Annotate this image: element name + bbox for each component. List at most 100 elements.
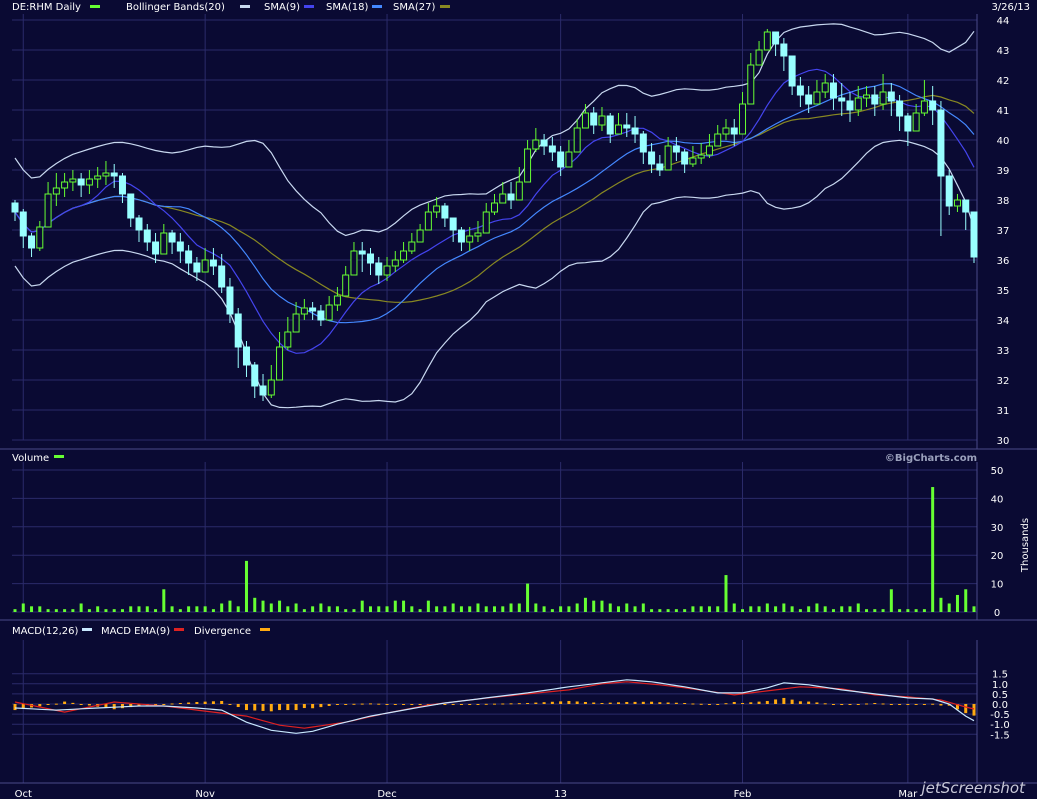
divergence-bar bbox=[71, 702, 75, 704]
divergence-bar bbox=[674, 702, 678, 704]
divergence-bar bbox=[889, 704, 893, 705]
volume-bar bbox=[418, 609, 422, 612]
candle-down bbox=[896, 100, 904, 117]
divergence-bar bbox=[393, 704, 397, 705]
price-tick-label: 38 bbox=[997, 196, 1010, 207]
candle-up bbox=[276, 346, 284, 381]
divergence-bar bbox=[724, 703, 728, 705]
divergence-bar bbox=[509, 703, 513, 705]
candle-up bbox=[953, 199, 961, 207]
divergence-bar bbox=[410, 704, 414, 705]
volume-bar bbox=[377, 606, 381, 612]
candle-down bbox=[730, 127, 738, 135]
candle-down bbox=[805, 94, 813, 105]
macd-tick-label: -0.5 bbox=[990, 710, 1010, 721]
divergence-bar bbox=[633, 701, 637, 704]
divergence-bar bbox=[311, 704, 315, 709]
candle-down bbox=[457, 229, 465, 243]
volume-bar bbox=[87, 609, 91, 612]
candle-down bbox=[590, 112, 598, 126]
volume-bar bbox=[195, 606, 199, 612]
candle-up bbox=[912, 112, 920, 132]
candle-down bbox=[28, 235, 36, 249]
candle-down bbox=[11, 202, 19, 213]
candle-up bbox=[714, 133, 722, 147]
volume-bar bbox=[120, 609, 124, 612]
volume-bar bbox=[294, 603, 298, 612]
volume-bar bbox=[154, 609, 158, 612]
candle-up bbox=[524, 148, 532, 183]
volume-bar bbox=[344, 609, 348, 612]
volume-bar bbox=[939, 597, 943, 612]
candle-down bbox=[829, 82, 837, 99]
divergence-bar bbox=[220, 700, 224, 704]
volume-bar bbox=[542, 606, 546, 612]
month-label: 13 bbox=[554, 789, 567, 799]
volume-tick-label: 10 bbox=[991, 580, 1004, 591]
candle-down bbox=[557, 151, 565, 168]
volume-bar bbox=[476, 603, 480, 612]
candle-down bbox=[796, 85, 804, 96]
candle-down bbox=[507, 193, 515, 201]
divergence-bar bbox=[955, 704, 959, 710]
price-tick-label: 39 bbox=[997, 166, 1010, 177]
divergence-bar bbox=[87, 704, 91, 706]
candle-up bbox=[705, 145, 713, 156]
candle-down bbox=[309, 307, 317, 312]
divergence-bar bbox=[608, 702, 612, 704]
divergence-bar bbox=[757, 701, 761, 704]
divergence-bar bbox=[211, 701, 215, 704]
volume-bar bbox=[21, 603, 25, 612]
price-axis: 30 31 32 33 34 35 36 37 38 39 40 41 42 43 44 bbox=[997, 16, 1010, 447]
divergence-bar bbox=[493, 703, 496, 705]
divergence-bar bbox=[550, 701, 554, 704]
volume-bar bbox=[724, 575, 728, 612]
divergence-bar bbox=[749, 702, 753, 704]
divergence-bar bbox=[459, 704, 463, 705]
divergence-bar bbox=[691, 703, 695, 705]
volume-bar bbox=[650, 609, 654, 612]
volume-bar bbox=[253, 597, 257, 612]
candle-up bbox=[342, 274, 350, 297]
volume-bar bbox=[335, 606, 339, 612]
divergence-bar bbox=[21, 704, 25, 709]
divergence-bar bbox=[46, 704, 50, 705]
macd-label: MACD(12,26) bbox=[12, 626, 79, 637]
candle-down bbox=[168, 232, 176, 243]
candle-up bbox=[565, 151, 573, 168]
macd-swatch bbox=[82, 628, 92, 631]
macd-tick-label: 1.5 bbox=[992, 670, 1008, 681]
volume-bars bbox=[13, 487, 976, 612]
volume-bar bbox=[600, 600, 604, 612]
divergence-bar bbox=[559, 701, 563, 704]
volume-bar bbox=[509, 603, 513, 612]
candle-down bbox=[259, 385, 267, 396]
candle-up bbox=[491, 202, 498, 213]
volume-bar bbox=[501, 606, 505, 612]
divergence-bar bbox=[137, 704, 141, 707]
macd-axis: -1.5-1.0-0.50.00.51.01.5 bbox=[990, 670, 1010, 742]
divergence-bar bbox=[385, 704, 389, 705]
divergence-bar bbox=[319, 704, 323, 708]
volume-bar bbox=[831, 609, 835, 612]
divergence-bar bbox=[402, 704, 406, 705]
sma27-line bbox=[14, 94, 975, 303]
divergence-bar bbox=[187, 702, 191, 704]
symbol-label: DE:RHM Daily bbox=[12, 2, 81, 13]
volume-label: Volume bbox=[12, 453, 49, 464]
price-tick-label: 30 bbox=[997, 436, 1010, 447]
candle-down bbox=[887, 91, 895, 102]
divergence-bar bbox=[840, 704, 844, 706]
candle-up bbox=[408, 241, 416, 252]
candle-down bbox=[176, 241, 184, 252]
volume-bar bbox=[856, 603, 860, 612]
divergence-bar bbox=[865, 703, 869, 705]
divergence-bar bbox=[774, 699, 778, 704]
divergence-bar bbox=[534, 702, 538, 704]
divergence-bar bbox=[699, 703, 703, 705]
volume-bar bbox=[211, 609, 215, 612]
volume-bar bbox=[633, 606, 637, 612]
volume-bar bbox=[550, 609, 554, 612]
candle-up bbox=[400, 250, 408, 261]
